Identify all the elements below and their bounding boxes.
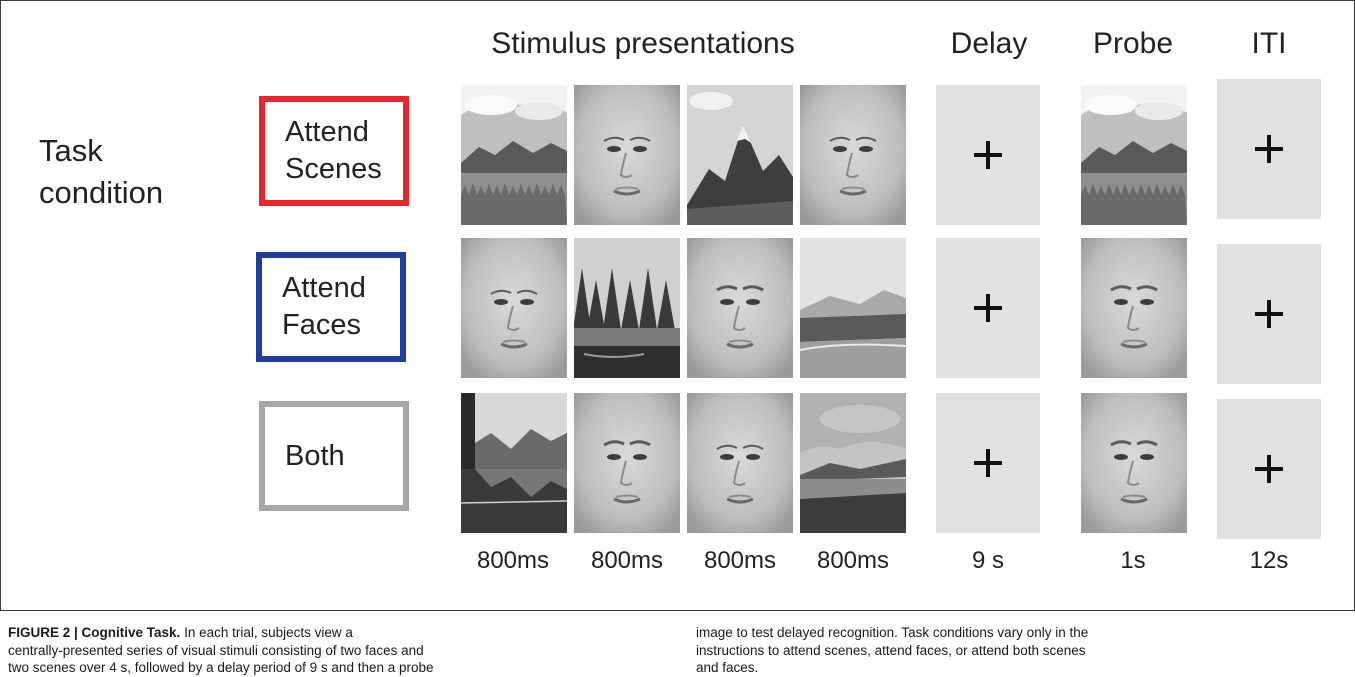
condition-box-attend-scenes: Attend Scenes [259,96,409,206]
condition-label-line1: Both [285,439,345,472]
fixation-cross-icon [1255,455,1283,483]
fixation-cross-icon [974,141,1002,169]
caption-text: centrally-presented series of visual sti… [8,642,424,658]
caption-right-column: image to test delayed recognition. Task … [696,624,1296,677]
stimulus-face-female [800,85,906,225]
caption-text: two scenes over 4 s, followed by a delay… [8,660,434,675]
iti-panel [1217,244,1321,384]
fixation-cross-icon [1255,135,1283,163]
stimulus-scene-forest [574,238,680,378]
probe-face-male [1081,393,1187,533]
stimulus-scene-meadow [461,85,567,225]
stimulus-scene-lake [461,393,567,533]
stimulus-scene-coast [800,393,906,533]
header-iti: ITI [1251,27,1287,60]
condition-box-both: Both [259,401,409,511]
stimulus-face-male [687,238,793,378]
delay-panel [936,393,1040,533]
timing-stimulus-3: 800ms [703,547,777,574]
caption-text: instructions to attend scenes, attend fa… [696,642,1086,658]
condition-label-line1: Attend [285,116,369,148]
condition-label-line2: Faces [282,309,361,341]
header-delay: Delay [950,27,1028,60]
timing-stimulus-2: 800ms [590,547,664,574]
fixation-cross-icon [974,449,1002,477]
probe-scene-meadow [1081,85,1187,225]
task-condition-line2: condition [39,175,164,210]
condition-label-line1: Attend [282,272,366,304]
header-stimulus-presentations: Stimulus presentations [491,27,795,60]
delay-panel [936,85,1040,225]
figure-panel: Stimulus presentations Delay Probe ITI T… [3,17,1349,605]
figure-caption: FIGURE 2 | Cognitive Task. In each trial… [0,624,1355,676]
timing-delay: 9 s [971,547,1005,574]
delay-panel [936,238,1040,378]
iti-panel [1217,79,1321,219]
stimulus-face-female [574,85,680,225]
fixation-cross-icon [1255,300,1283,328]
header-probe: Probe [1092,27,1174,60]
iti-panel [1217,399,1321,539]
condition-label-line2: Scenes [285,153,382,185]
stimulus-scene-river [800,238,906,378]
probe-face-male [1081,238,1187,378]
timing-stimulus-4: 800ms [816,547,890,574]
caption-label: FIGURE 2 | Cognitive Task. [8,625,181,640]
caption-left-column: FIGURE 2 | Cognitive Task. In each trial… [8,624,608,677]
task-condition-label: Task condition [39,130,163,214]
timing-stimulus-1: 800ms [476,547,550,574]
figure-frame: Stimulus presentations Delay Probe ITI T… [0,0,1355,611]
timing-iti: 12s [1249,547,1289,574]
timing-probe: 1s [1120,547,1146,574]
condition-box-attend-faces: Attend Faces [256,252,406,362]
task-condition-line1: Task [39,133,103,168]
fixation-cross-icon [974,294,1002,322]
caption-text: and faces. [696,660,759,675]
caption-text: image to test delayed recognition. Task … [696,625,1089,640]
stimulus-face-male [574,393,680,533]
stimulus-face-female [461,238,567,378]
caption-text: In each trial, subjects view a [180,625,353,640]
stimulus-face-female [687,393,793,533]
stimulus-scene-mountain [687,85,793,225]
